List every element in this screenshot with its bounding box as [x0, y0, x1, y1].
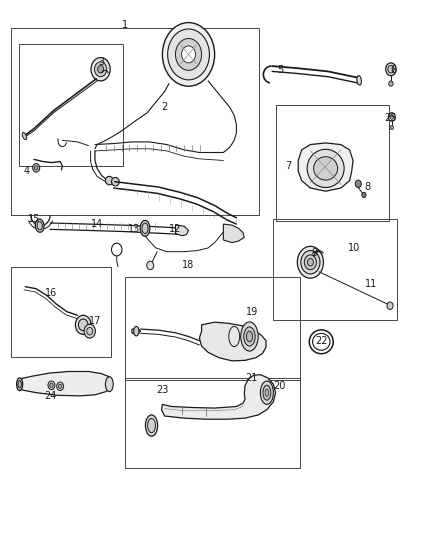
- Circle shape: [57, 382, 64, 391]
- Circle shape: [95, 62, 107, 77]
- Ellipse shape: [145, 415, 158, 436]
- Polygon shape: [20, 372, 113, 396]
- Circle shape: [87, 327, 93, 335]
- Text: 24: 24: [44, 391, 57, 401]
- Circle shape: [58, 384, 62, 389]
- Polygon shape: [298, 143, 353, 191]
- Text: 5: 5: [277, 66, 283, 75]
- Ellipse shape: [241, 322, 258, 351]
- Text: 7: 7: [286, 161, 292, 171]
- Polygon shape: [162, 375, 276, 419]
- Text: 1: 1: [122, 20, 128, 30]
- Circle shape: [75, 316, 91, 334]
- Text: 4: 4: [24, 166, 30, 176]
- Circle shape: [389, 81, 393, 86]
- Ellipse shape: [260, 381, 273, 405]
- Circle shape: [387, 302, 393, 310]
- Text: 16: 16: [45, 288, 57, 298]
- Text: 18: 18: [182, 260, 194, 270]
- Text: 3: 3: [99, 58, 105, 67]
- Circle shape: [388, 66, 394, 73]
- Ellipse shape: [263, 385, 271, 400]
- Ellipse shape: [140, 220, 150, 236]
- Bar: [19, 44, 123, 166]
- Circle shape: [301, 251, 320, 274]
- Text: 2: 2: [162, 102, 168, 112]
- Ellipse shape: [37, 221, 42, 230]
- Circle shape: [33, 164, 40, 172]
- Polygon shape: [132, 329, 141, 333]
- Circle shape: [355, 180, 361, 188]
- Circle shape: [78, 319, 88, 330]
- Text: 19: 19: [246, 306, 258, 317]
- Circle shape: [362, 192, 366, 198]
- Ellipse shape: [22, 133, 27, 140]
- Bar: [125, 277, 300, 381]
- Circle shape: [84, 324, 95, 338]
- Text: 13: 13: [128, 224, 140, 235]
- Circle shape: [48, 381, 55, 390]
- Text: 14: 14: [91, 219, 103, 229]
- Text: 25: 25: [385, 113, 397, 123]
- Bar: [11, 266, 111, 357]
- Circle shape: [386, 63, 396, 76]
- Text: 21: 21: [245, 373, 258, 383]
- Polygon shape: [223, 224, 244, 243]
- Ellipse shape: [314, 157, 338, 180]
- Circle shape: [389, 113, 395, 121]
- Text: 12: 12: [170, 224, 182, 235]
- Circle shape: [390, 125, 393, 130]
- Ellipse shape: [247, 331, 253, 342]
- Ellipse shape: [17, 378, 23, 391]
- Ellipse shape: [18, 381, 21, 388]
- Polygon shape: [176, 225, 188, 236]
- Circle shape: [91, 58, 110, 81]
- Ellipse shape: [244, 327, 255, 346]
- Circle shape: [176, 38, 201, 70]
- Ellipse shape: [134, 326, 139, 336]
- Bar: [273, 219, 397, 319]
- Text: 9: 9: [312, 248, 318, 259]
- Circle shape: [147, 261, 154, 270]
- Ellipse shape: [307, 149, 344, 188]
- Text: 6: 6: [390, 66, 396, 75]
- Ellipse shape: [35, 219, 44, 232]
- Bar: [276, 105, 389, 221]
- Circle shape: [390, 115, 393, 119]
- Bar: [125, 378, 300, 468]
- Text: 22: 22: [315, 336, 328, 346]
- Text: 11: 11: [365, 279, 378, 289]
- Circle shape: [297, 246, 323, 278]
- Text: 17: 17: [89, 316, 101, 326]
- Circle shape: [35, 166, 38, 170]
- Circle shape: [168, 29, 209, 80]
- Circle shape: [304, 255, 317, 270]
- Text: 20: 20: [274, 381, 286, 391]
- Text: 8: 8: [364, 182, 370, 192]
- Text: 10: 10: [348, 243, 360, 253]
- Ellipse shape: [112, 177, 119, 186]
- Ellipse shape: [357, 76, 361, 85]
- Bar: [11, 28, 259, 215]
- Circle shape: [162, 22, 215, 86]
- Ellipse shape: [148, 418, 155, 433]
- Ellipse shape: [106, 176, 113, 185]
- Ellipse shape: [142, 223, 148, 233]
- Text: 23: 23: [156, 384, 169, 394]
- Circle shape: [182, 46, 195, 63]
- Polygon shape: [199, 322, 266, 361]
- Circle shape: [307, 259, 314, 266]
- Ellipse shape: [265, 389, 268, 397]
- Circle shape: [49, 383, 53, 387]
- Ellipse shape: [106, 377, 113, 392]
- Circle shape: [98, 66, 104, 73]
- Text: 15: 15: [28, 214, 40, 224]
